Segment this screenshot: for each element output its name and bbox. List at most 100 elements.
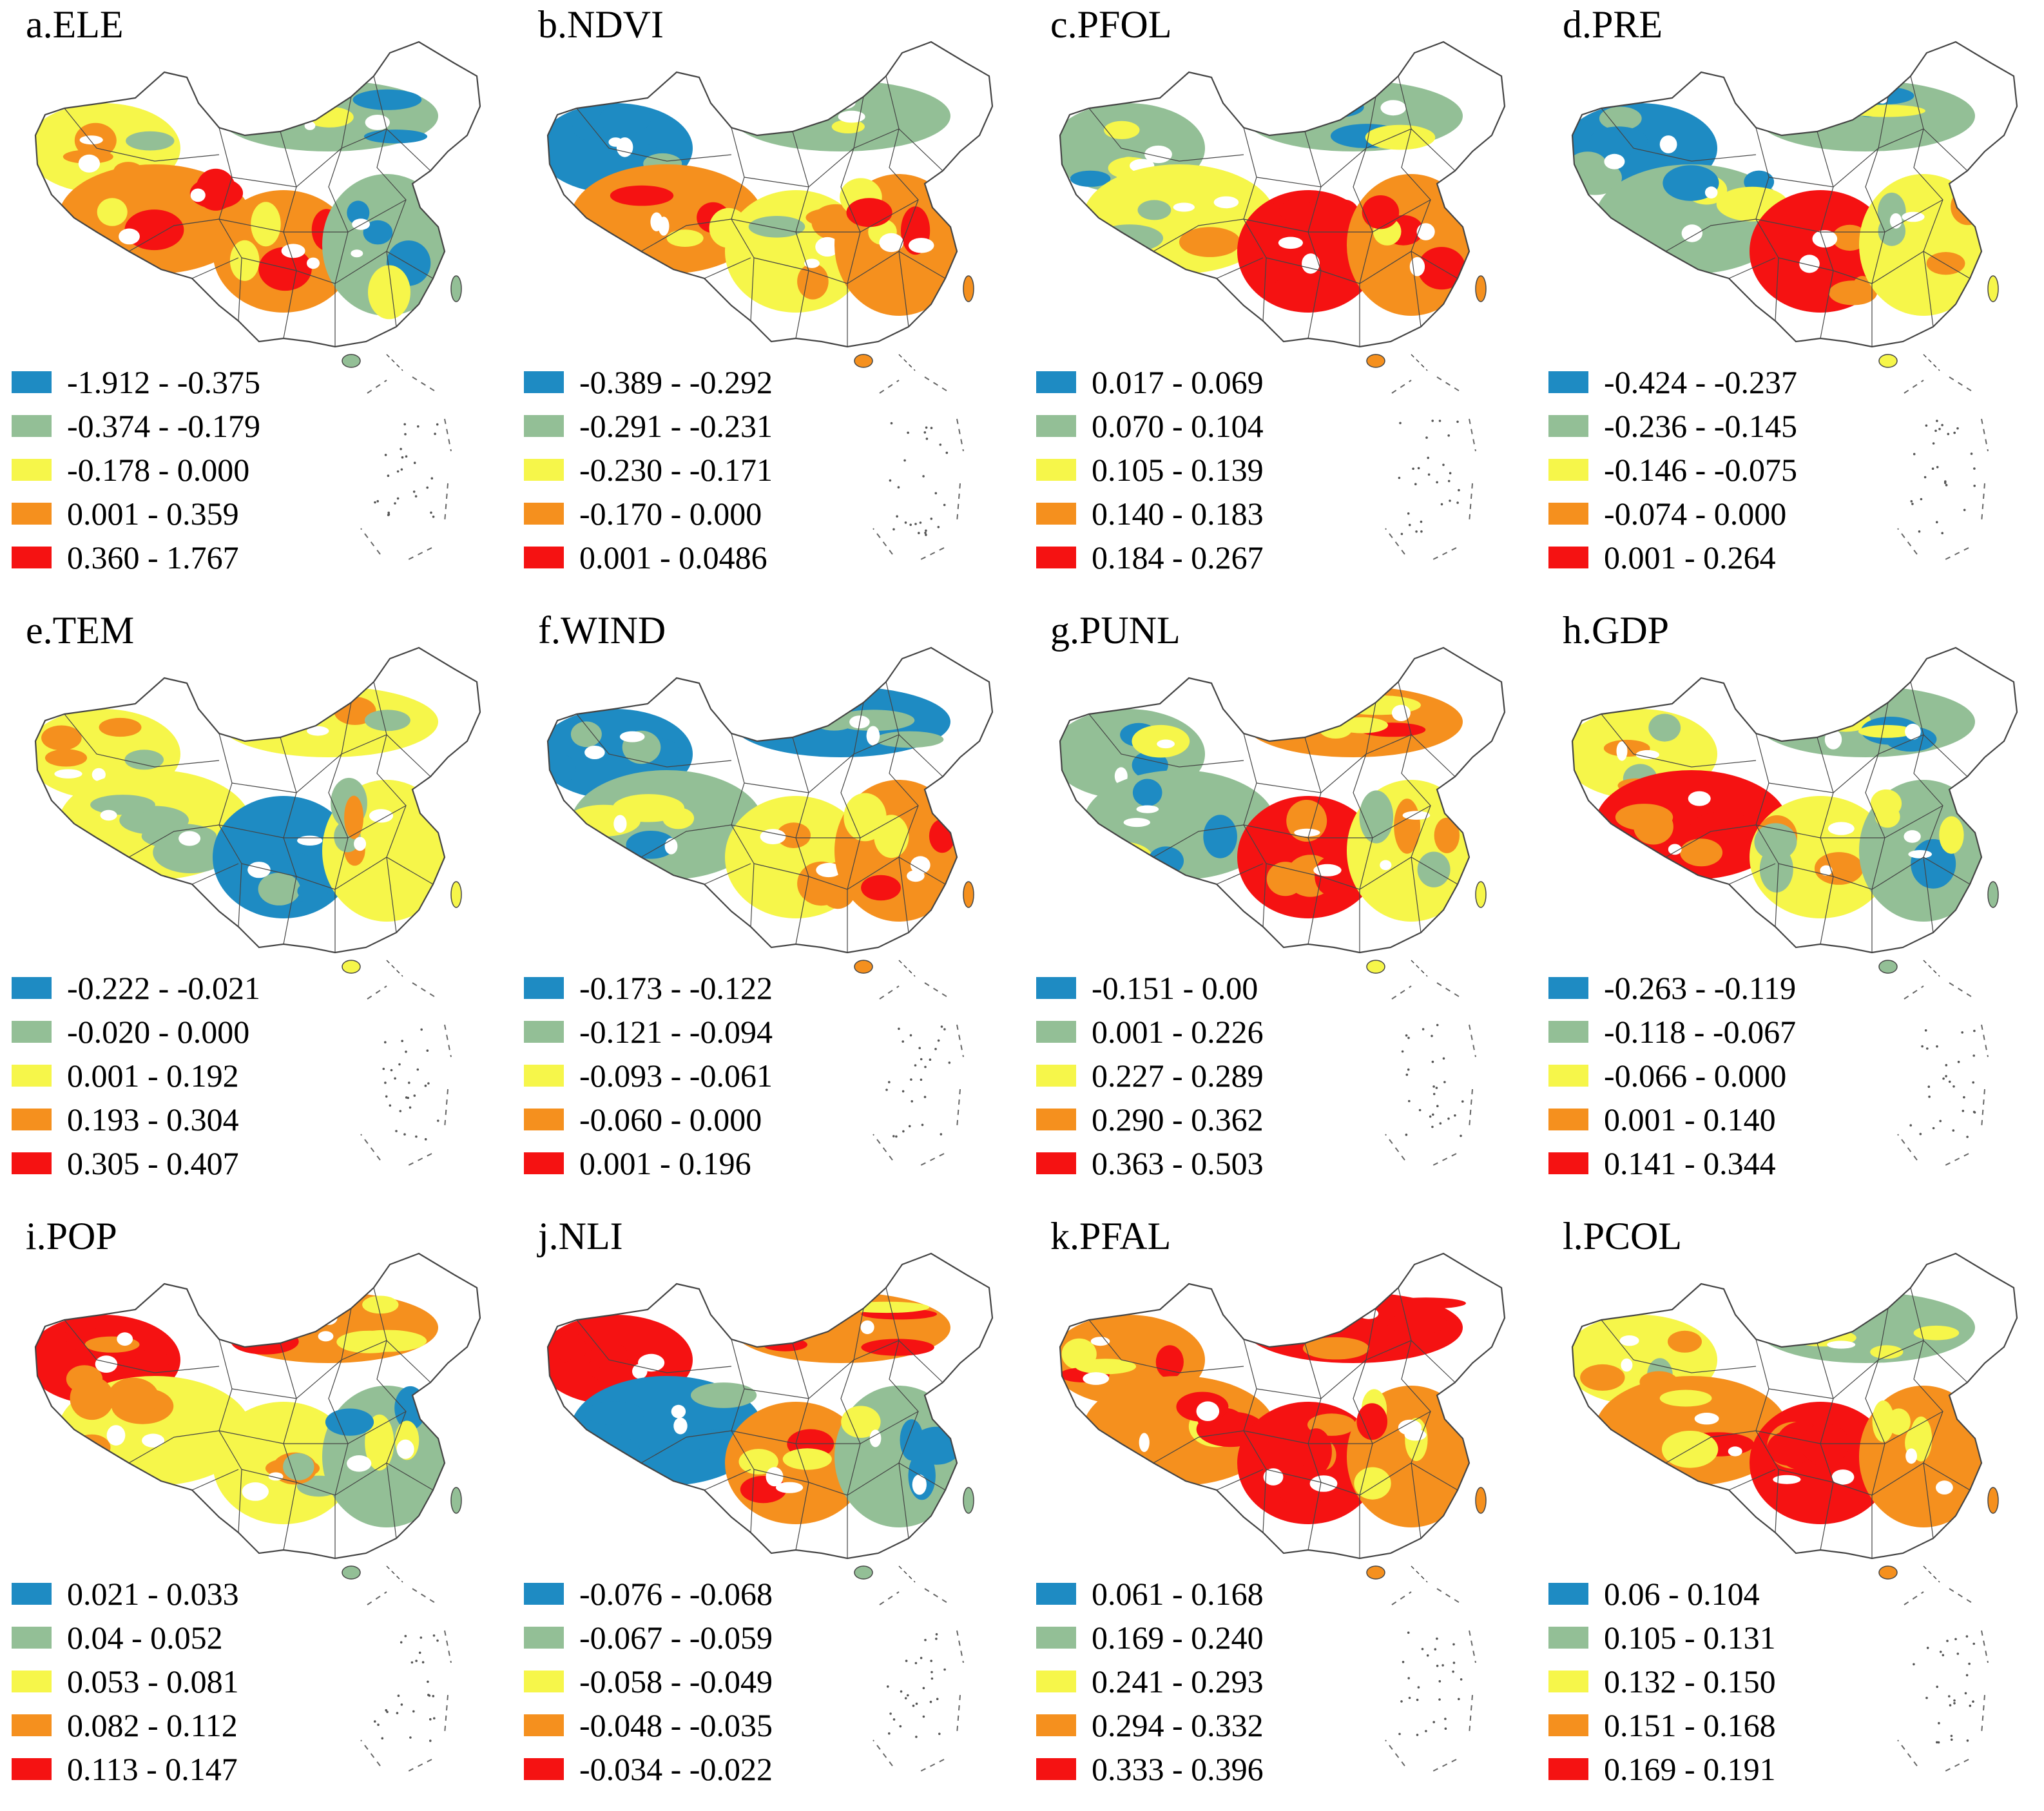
legend-swatch — [1548, 1714, 1588, 1736]
south-china-sea-islands — [898, 960, 916, 977]
map-panel: i.POP 0.021 - 0.033 0.04 - 0.052 0.053 - 0.… — [0, 1212, 509, 1811]
hainan-island — [342, 354, 361, 368]
hainan-island — [1366, 1565, 1385, 1580]
region-patch — [861, 875, 901, 901]
no-data-patch — [1196, 1401, 1220, 1421]
region-patch — [1648, 713, 1681, 742]
island-dot — [914, 523, 917, 525]
legend-swatch — [524, 371, 564, 393]
hainan-island — [342, 1565, 361, 1580]
legend-swatch — [12, 977, 52, 999]
panel-title: j.NLI — [538, 1215, 623, 1257]
island-dot — [408, 1081, 410, 1084]
island-dot — [924, 1065, 927, 1069]
island-dot — [1972, 1642, 1975, 1645]
province-boundary — [1910, 1287, 1943, 1539]
island-dot — [1427, 473, 1431, 476]
no-data-patch — [347, 1455, 372, 1472]
no-data-patch — [292, 715, 305, 724]
island-dot — [923, 1096, 927, 1098]
legend-label: -0.170 - 0.000 — [579, 496, 762, 532]
no-data-patch — [92, 768, 106, 782]
island-dot — [1442, 1057, 1445, 1060]
island-dot — [1436, 1665, 1439, 1667]
legend-label: 0.294 - 0.332 — [1092, 1707, 1264, 1743]
region-patch — [1814, 852, 1864, 885]
region-patch — [1759, 846, 1793, 893]
legend-label: 0.06 - 0.104 — [1604, 1576, 1760, 1612]
region-patch — [352, 89, 422, 110]
region-patch — [365, 1414, 394, 1471]
south-china-sea-inset — [1385, 982, 1476, 1167]
island-dot — [1941, 423, 1943, 427]
legend-label: 0.227 - 0.289 — [1092, 1058, 1264, 1094]
island-dot — [1913, 452, 1916, 456]
province-boundary — [128, 824, 220, 858]
island-dot — [1937, 1741, 1940, 1744]
china-map — [34, 1252, 481, 1583]
legend-swatch — [1548, 1065, 1588, 1087]
legend-swatch — [1036, 459, 1076, 481]
south-china-sea-inset — [1385, 1588, 1476, 1773]
south-china-sea-inset — [360, 1588, 452, 1773]
region-patch — [364, 710, 410, 731]
region-patch — [1387, 1312, 1449, 1335]
island-dot — [1963, 1096, 1965, 1099]
legend-swatch — [1548, 1758, 1588, 1780]
region-patch — [1359, 790, 1394, 844]
island-dot — [1412, 467, 1414, 470]
no-data-patch — [1619, 1335, 1639, 1346]
island-dot — [414, 495, 418, 498]
legend-label: 0.132 - 0.150 — [1604, 1663, 1776, 1700]
province-boundary — [576, 1319, 732, 1373]
region-patch — [258, 247, 312, 291]
legend-swatch — [1548, 415, 1588, 437]
region-patch — [844, 1301, 930, 1313]
no-data-patch — [816, 862, 842, 878]
legend-label: 0.141 - 0.344 — [1604, 1145, 1776, 1181]
map-panel: d.PRE -0.424 - -0.237 -0.236 - -0.145 -0.14… — [1537, 0, 2044, 599]
province-boundary — [1768, 1340, 1968, 1399]
legend-swatch — [12, 1109, 52, 1130]
island-dot — [899, 1725, 902, 1728]
island-dot — [1405, 1073, 1409, 1076]
island-dot — [434, 432, 436, 435]
province-boundary — [1768, 734, 1968, 793]
map-panel: c.PFOL 0.017 - 0.069 0.070 - 0.104 0.105 - … — [1025, 0, 1534, 599]
no-data-patch — [616, 137, 633, 157]
legend-label: 0.241 - 0.293 — [1092, 1663, 1264, 1700]
island-dot — [1923, 476, 1927, 479]
island-dot — [1426, 1654, 1429, 1657]
country-outline — [1059, 646, 1506, 954]
legend-label: -0.178 - 0.000 — [67, 452, 250, 488]
no-data-patch — [1824, 730, 1842, 750]
region-patch — [1279, 199, 1315, 223]
region-patch — [900, 1419, 923, 1461]
region-patch — [1859, 174, 1988, 316]
china-map — [34, 646, 481, 977]
region-patch — [666, 229, 704, 247]
region-patch — [1362, 195, 1400, 229]
island-dot — [1925, 424, 1928, 427]
island-dot — [1945, 1075, 1947, 1078]
legend-swatch — [1036, 503, 1076, 525]
no-data-patch — [1313, 864, 1342, 876]
no-data-patch — [1936, 1480, 1953, 1495]
country-outline — [34, 1252, 481, 1560]
legend-label: -0.173 - -0.122 — [579, 970, 773, 1006]
no-data-patch — [297, 835, 323, 846]
island-dot — [888, 1732, 891, 1735]
island-dot — [1918, 530, 1921, 533]
province-boundary — [1865, 702, 1889, 953]
region-patch — [691, 1382, 757, 1408]
island-dot — [925, 529, 927, 532]
legend-label: 0.017 - 0.069 — [1092, 364, 1264, 400]
island-dot — [1422, 1028, 1425, 1031]
panel-title: e.TEM — [26, 609, 135, 652]
region-patch — [1875, 805, 1900, 828]
legend-label: 0.113 - 0.147 — [67, 1751, 238, 1787]
province-boundary — [840, 96, 864, 347]
island-dot — [1432, 1092, 1436, 1096]
island-dot — [1936, 1741, 1938, 1744]
island-dot — [922, 1715, 925, 1718]
